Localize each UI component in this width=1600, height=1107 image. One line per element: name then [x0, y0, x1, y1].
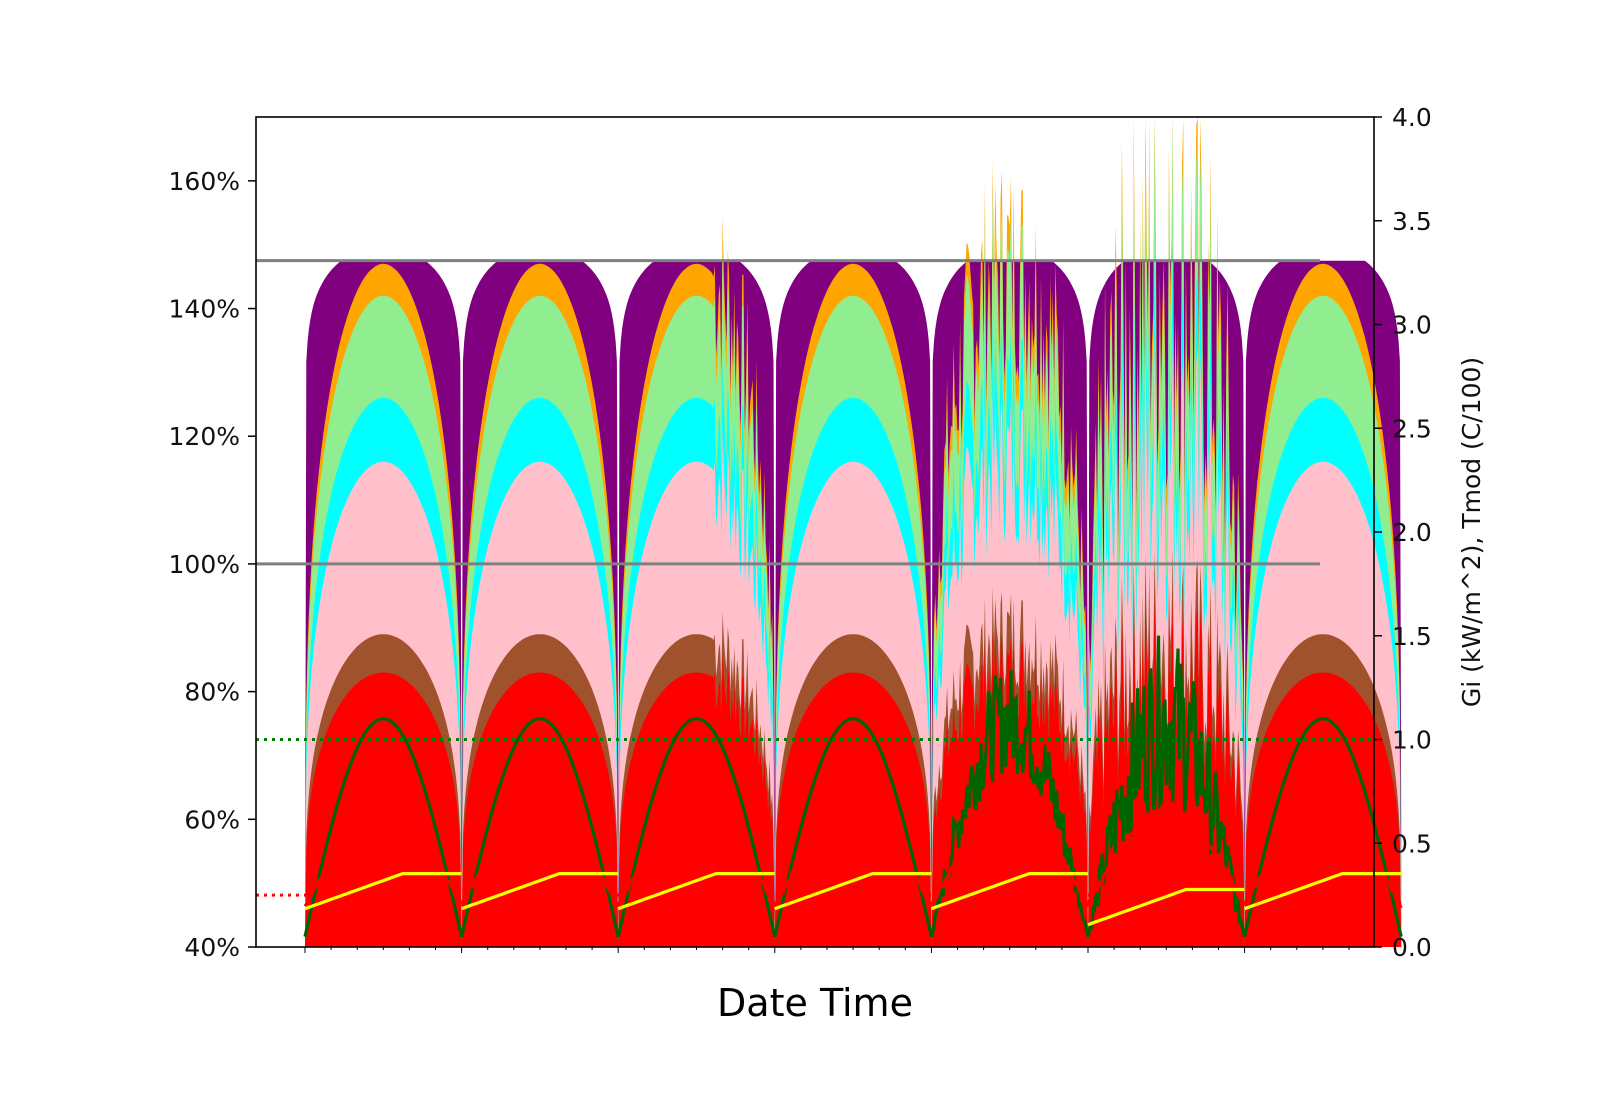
y-tick-label: 140%: [169, 295, 240, 324]
y2-tick-label: 0.0: [1392, 933, 1432, 962]
y-tick-label: 80%: [184, 678, 240, 707]
x-axis-title: Date Time: [717, 981, 913, 1025]
line-series-0: [303, 635, 1403, 938]
stack-area-0: [305, 596, 1402, 947]
reference-lines: [256, 259, 1374, 897]
y2-tick-label: 3.0: [1392, 311, 1432, 340]
stacked-area-layer: [305, 117, 1402, 948]
y2-tick-label: 2.5: [1392, 414, 1432, 443]
y2-tick-label: 3.5: [1392, 207, 1432, 236]
y-tick-label: 40%: [184, 933, 240, 962]
y2-tick-label: 2.0: [1392, 518, 1432, 547]
axes: 40% 60% 80% 100% 120% 140% 160% 0.0 0.5 1.0 1.5 2.0…: [169, 103, 1432, 962]
y-tick-label: 120%: [169, 422, 240, 451]
y2-tick-label: 0.5: [1392, 829, 1432, 858]
y-tick-label: 160%: [169, 167, 240, 196]
y2-tick-label: 1.5: [1392, 622, 1432, 651]
line-series-1: [303, 805, 1403, 909]
y2-tick-label: 1.0: [1392, 726, 1432, 755]
line-series-2: [304, 872, 1402, 927]
y2-axis-title: Gi (kW/m^2), Tmod (C/100): [1457, 357, 1486, 707]
line-series-layer: [303, 635, 1403, 938]
y-tick-label: 60%: [184, 805, 240, 834]
y-tick-label: 100%: [169, 550, 240, 579]
y2-tick-label: 4.0: [1392, 103, 1432, 132]
